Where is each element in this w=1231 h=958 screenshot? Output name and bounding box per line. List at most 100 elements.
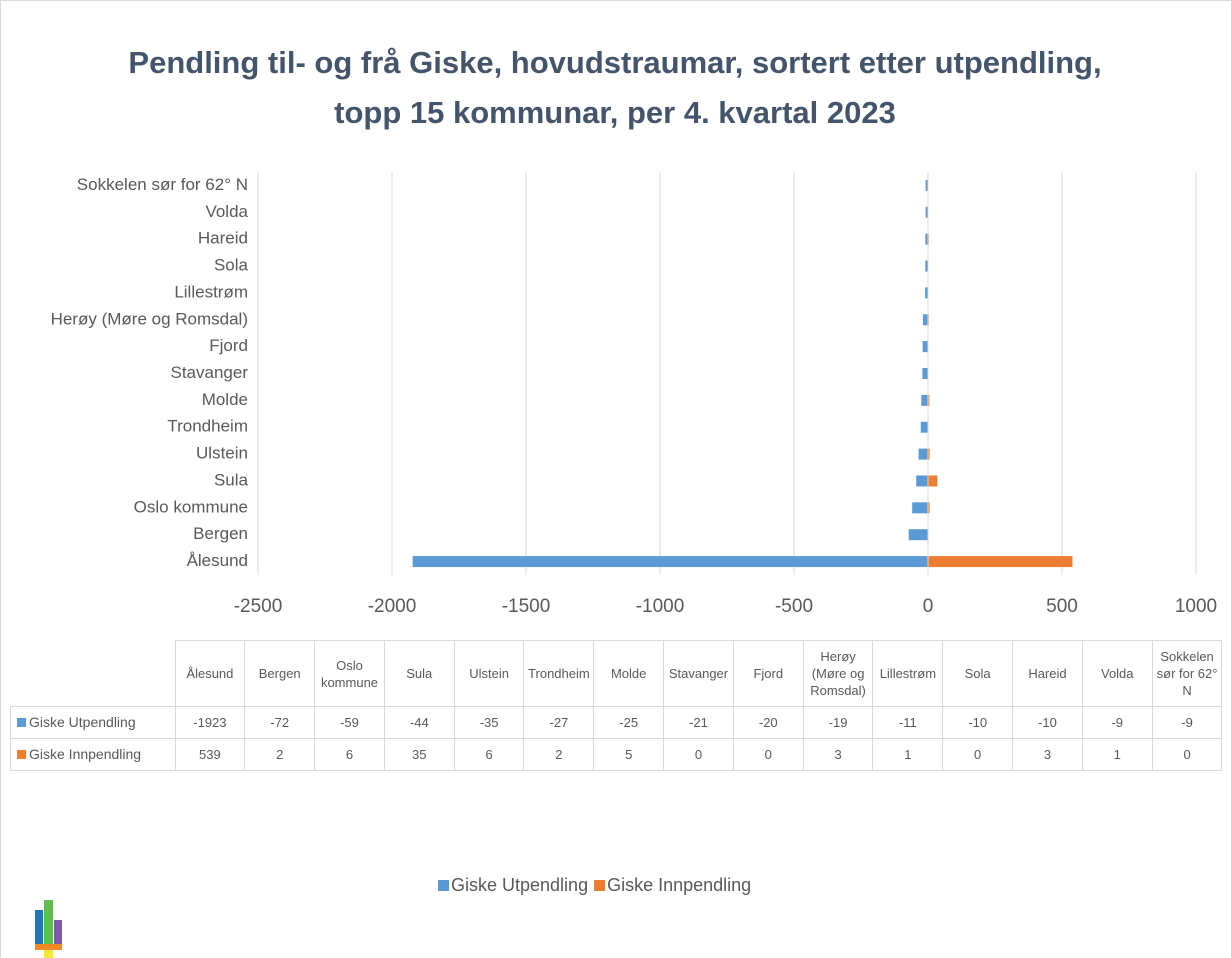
bar <box>925 179 928 191</box>
table-header-cell: Volda <box>1081 640 1153 707</box>
table-row-label: Giske Utpendling <box>29 714 136 730</box>
bar <box>928 448 930 460</box>
table-header-cell: Fjord <box>732 640 804 707</box>
table-header-cell: Ulstein <box>453 640 525 707</box>
table-cell: 0 <box>663 738 734 771</box>
y-tick-label: Ålesund <box>187 551 248 570</box>
table-cell: -10 <box>1012 706 1083 739</box>
y-tick-label: Lillestrøm <box>174 282 248 301</box>
table-cell: 1 <box>872 738 944 771</box>
bar <box>925 206 928 218</box>
legend-swatch <box>17 750 26 759</box>
bar <box>928 475 938 487</box>
y-tick-label: Oslo kommune <box>134 497 248 516</box>
table-row-name: Giske Innpendling <box>10 738 176 771</box>
table-cell: -25 <box>593 706 665 739</box>
y-tick-label: Sola <box>214 256 249 275</box>
y-tick-label: Ulstein <box>196 444 248 463</box>
legend-swatch <box>17 718 26 727</box>
logo <box>35 900 62 958</box>
chart-title: Pendling til- og frå Giske, hovudstrauma… <box>128 45 1102 130</box>
bar <box>920 421 928 433</box>
table-cell: 2 <box>244 738 316 771</box>
x-tick-label: -1000 <box>636 596 685 617</box>
bar <box>916 475 928 487</box>
y-tick-label: Volda <box>205 202 248 221</box>
y-tick-label: Hareid <box>198 229 248 248</box>
table-header-cell: Sokkelen sør for 62° N <box>1151 640 1223 707</box>
table-header-cell: Molde <box>593 640 665 707</box>
table-cell: -72 <box>244 706 316 739</box>
table-cell: -19 <box>802 706 874 739</box>
bar <box>412 556 928 568</box>
data-table: Ålesund Bergen Oslo kommune Sula Ulstein Tron… <box>10 640 1223 771</box>
table-row: Giske Innpendling 539 2 6 35 6 2 5 0 0 3 1 0 3 1 0 <box>10 738 1223 771</box>
y-tick-label: Trondheim <box>167 417 248 436</box>
bar <box>922 368 928 379</box>
x-tick-label: -1500 <box>502 596 551 617</box>
table-header-cell: Sola <box>942 640 1014 707</box>
table-row-name: Giske Utpendling <box>10 706 176 739</box>
legend-swatch <box>594 880 606 891</box>
table-header-cell: Hareid <box>1012 640 1083 707</box>
legend-label: Giske Innpendling <box>607 875 751 895</box>
table-cell: -27 <box>523 706 595 739</box>
table-cell: 6 <box>314 738 385 771</box>
table-header-cell: Lillestrøm <box>872 640 944 707</box>
table-cell: 2 <box>523 738 595 771</box>
bar <box>921 394 928 406</box>
bar <box>925 233 928 245</box>
table-cell: -59 <box>314 706 385 739</box>
bar <box>928 502 930 514</box>
table-cell: 0 <box>732 738 804 771</box>
table-cell: 3 <box>802 738 874 771</box>
table-header-cell: Herøy (Møre og Romsdal) <box>802 640 874 707</box>
x-tick-label: -2000 <box>368 596 417 617</box>
legend: Giske Utpendling Giske Innpendling <box>438 875 751 895</box>
table-header-cell: Bergen <box>244 640 316 707</box>
bar <box>925 287 928 299</box>
x-tick-label: -500 <box>775 596 813 617</box>
x-tick-label: 0 <box>923 596 934 617</box>
table-cell: -20 <box>732 706 804 739</box>
table-cell: -11 <box>872 706 944 739</box>
y-tick-label: Molde <box>202 390 248 409</box>
bar <box>912 502 928 514</box>
table-row-label: Giske Innpendling <box>29 746 142 762</box>
table-corner <box>10 640 175 707</box>
table-cell: -1923 <box>174 706 246 739</box>
table-cell: -9 <box>1081 706 1153 739</box>
table-cell: -9 <box>1151 706 1223 739</box>
table-cell: 6 <box>453 738 525 771</box>
y-tick-label: Herøy (Møre og Romsdal) <box>51 309 248 328</box>
bar <box>918 448 928 460</box>
table-cell: 539 <box>174 738 246 771</box>
bar <box>928 556 1073 568</box>
y-tick-label: Stavanger <box>171 363 249 382</box>
x-tick-label: 500 <box>1046 596 1078 617</box>
table-cell: -35 <box>453 706 525 739</box>
bar <box>925 260 928 272</box>
x-tick-label: -2500 <box>234 596 283 617</box>
x-tick-label: 1000 <box>1175 596 1217 617</box>
table-row: Giske Utpendling -1923 -72 -59 -44 -35 -27 -25 -… <box>10 706 1223 739</box>
y-tick-label: Fjord <box>209 336 248 355</box>
bar <box>922 314 928 326</box>
y-tick-label: Bergen <box>193 524 248 543</box>
y-tick-label: Sula <box>214 470 249 489</box>
table-cell: 5 <box>593 738 665 771</box>
bar <box>908 529 928 541</box>
table-cell: -44 <box>383 706 455 739</box>
table-header-row: Ålesund Bergen Oslo kommune Sula Ulstein Tron… <box>10 640 1223 707</box>
bar <box>922 341 928 353</box>
legend-swatch <box>438 880 449 891</box>
table-cell: -10 <box>942 706 1014 739</box>
table-cell: 1 <box>1081 738 1153 771</box>
legend-label: Giske Utpendling <box>451 875 588 895</box>
table-header-cell: Sula <box>383 640 455 707</box>
table-cell: 0 <box>1151 738 1223 771</box>
table-header-cell: Stavanger <box>663 640 734 707</box>
